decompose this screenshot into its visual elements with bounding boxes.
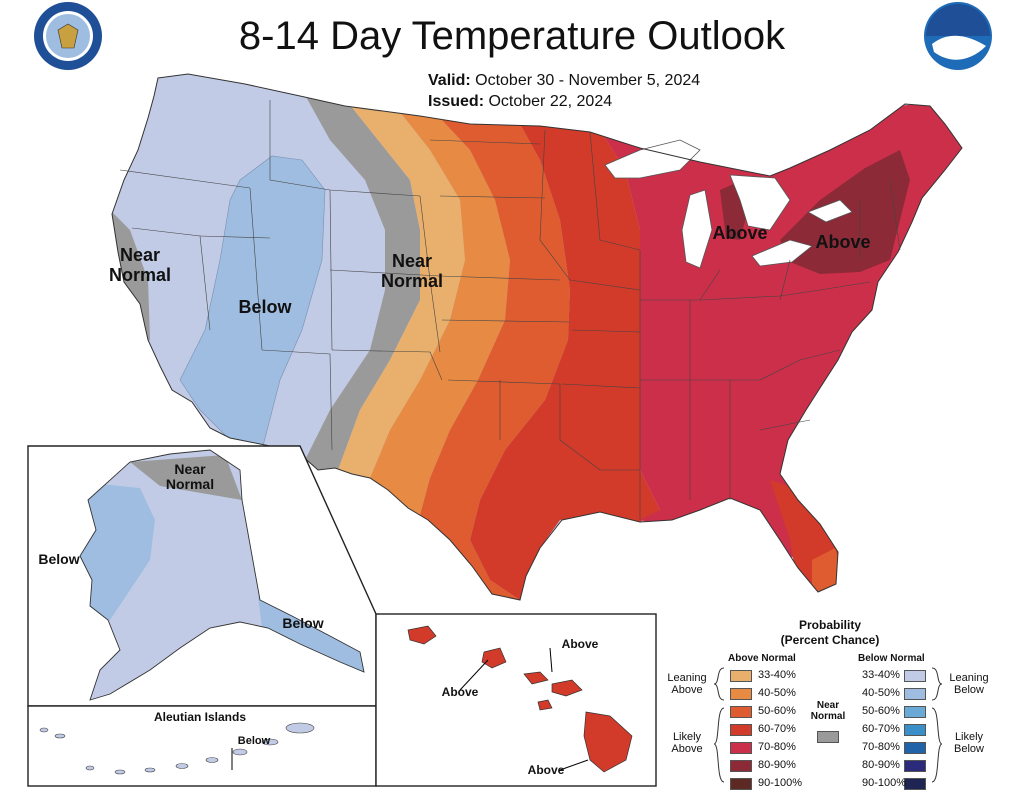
legend-title: Probability <box>798 618 861 632</box>
legend-brace-below <box>931 667 943 783</box>
label-hawaii-above-1: Above <box>561 637 599 651</box>
legend-subtitle: (Percent Chance) <box>780 633 880 647</box>
issued-value: October 22, 2024 <box>488 93 613 110</box>
below-range-label: 70-80% <box>862 741 900 753</box>
below-range-label: 80-90% <box>862 759 900 771</box>
label-alaska-near-normal: Near Normal <box>165 461 215 493</box>
below-swatch <box>904 778 926 790</box>
label-above-michigan: Above <box>712 223 768 243</box>
label-above-northeast: Above <box>815 232 871 252</box>
above-swatch <box>730 706 752 718</box>
label-aleutian-title: Aleutian Islands <box>153 710 247 724</box>
label-near-normal-west: Near Normal <box>108 245 171 285</box>
legend-brace-above <box>713 667 725 783</box>
issued-line: Issued: October 22, 2024 <box>428 93 612 111</box>
above-swatch <box>730 688 752 700</box>
legend-likely-below: Likely Below <box>954 731 984 755</box>
below-range-label: 50-60% <box>862 705 900 717</box>
legend-leaning-below: Leaning Below <box>949 672 989 696</box>
below-swatch <box>904 670 926 682</box>
legend-near-normal: Near Normal <box>810 700 846 722</box>
below-range-label: 40-50% <box>862 687 900 699</box>
above-range-label: 90-100% <box>758 777 803 789</box>
above-range-label: 33-40% <box>758 669 796 681</box>
valid-value: October 30 - November 5, 2024 <box>475 72 701 89</box>
label-hawaii-above-3: Above <box>527 763 565 777</box>
above-swatch <box>730 670 752 682</box>
valid-label: Valid: <box>428 72 471 89</box>
above-range-label: 40-50% <box>758 687 796 699</box>
below-swatch <box>904 742 926 754</box>
commerce-seal-icon <box>34 2 102 70</box>
above-range-label: 80-90% <box>758 759 796 771</box>
below-swatch <box>904 688 926 700</box>
label-below-west: Below <box>238 297 292 317</box>
above-range-label: 70-80% <box>758 741 796 753</box>
above-swatch <box>730 742 752 754</box>
label-near-normal-central: Near Normal <box>380 251 443 291</box>
legend-above-header: Above Normal <box>728 653 796 664</box>
legend-leaning-above: Leaning Above <box>667 672 707 696</box>
label-alaska-below-west: Below <box>38 551 80 567</box>
below-swatch <box>904 706 926 718</box>
valid-line: Valid: October 30 - November 5, 2024 <box>428 72 700 90</box>
above-range-label: 50-60% <box>758 705 796 717</box>
above-swatch <box>730 760 752 772</box>
legend-below-header: Below Normal <box>858 653 925 664</box>
legend-likely-above: Likely Above <box>671 731 703 755</box>
noaa-logo-icon <box>924 2 992 70</box>
below-range-label: 90-100% <box>862 777 907 789</box>
label-aleutian-below: Below <box>237 735 271 747</box>
legend-near-swatch <box>817 731 839 743</box>
below-swatch <box>904 724 926 736</box>
below-swatch <box>904 760 926 772</box>
above-range-label: 60-70% <box>758 723 796 735</box>
below-range-label: 33-40% <box>862 669 900 681</box>
above-swatch <box>730 778 752 790</box>
map-title: 8-14 Day Temperature Outlook <box>238 14 786 58</box>
issued-label: Issued: <box>428 93 485 110</box>
label-alaska-below-south: Below <box>282 615 324 631</box>
below-range-label: 60-70% <box>862 723 900 735</box>
label-hawaii-above-2: Above <box>441 685 479 699</box>
above-swatch <box>730 724 752 736</box>
